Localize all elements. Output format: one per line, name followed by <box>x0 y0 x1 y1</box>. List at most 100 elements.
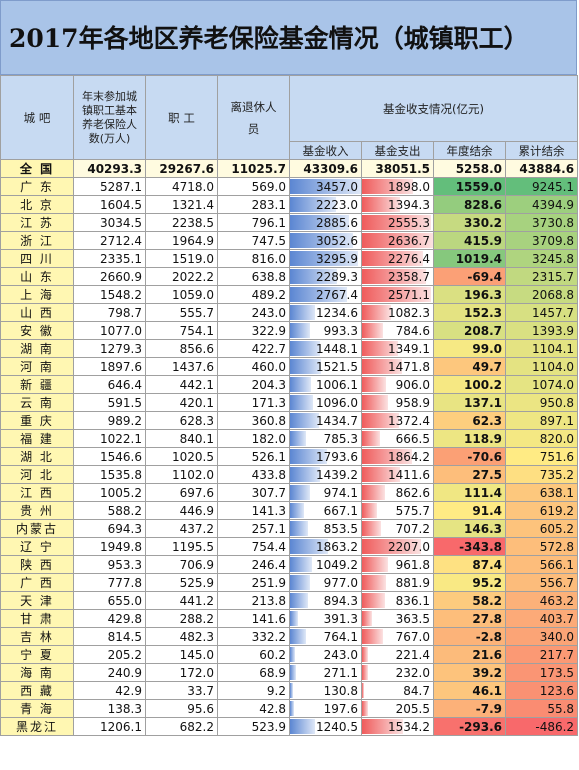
cell-cumulative: 3245.8 <box>504 249 579 268</box>
cell-workers: 29267.6 <box>145 159 218 178</box>
cell-retirees: 569.0 <box>217 177 290 196</box>
cell-value: 40293.3 <box>87 161 142 176</box>
cell-region: 广 东 <box>0 177 74 196</box>
cell-income: 3052.6 <box>289 231 362 250</box>
cell-region: 湖 南 <box>0 339 74 358</box>
cell-value: 1082.3 <box>388 305 430 320</box>
cell-value: 697.6 <box>179 485 214 500</box>
cell-insured: 138.3 <box>73 699 146 718</box>
income-data-bar <box>290 575 311 590</box>
cell-expense: 221.4 <box>361 645 434 664</box>
table-row: 山 西 798.7 555.7 243.0 1234.6 1082.3 152.3 1457.… <box>0 303 579 322</box>
cell-income: 785.3 <box>289 429 362 448</box>
cell-value: -70.6 <box>467 449 502 464</box>
cell-value: 894.3 <box>323 593 358 608</box>
cell-workers: 1059.0 <box>145 285 218 304</box>
cell-cumulative: 1457.7 <box>504 303 579 322</box>
cell-workers: 4718.0 <box>145 177 218 196</box>
cell-value: 251.9 <box>251 575 286 590</box>
table-row: 新 疆 646.4 442.1 204.3 1006.1 906.0 100.2 1074.0 <box>0 375 579 394</box>
cell-value: 87.4 <box>472 557 502 572</box>
expense-data-bar <box>362 611 372 626</box>
cell-income: 1793.6 <box>289 447 362 466</box>
cell-value: 1104.0 <box>532 359 575 374</box>
cell-value: 958.9 <box>395 395 430 410</box>
cell-expense: 84.7 <box>361 681 434 700</box>
cell-value: -7.9 <box>475 701 502 716</box>
cell-value: 100.2 <box>464 377 502 392</box>
cell-value: 796.1 <box>251 215 286 230</box>
cell-income: 3295.9 <box>289 249 362 268</box>
cell-insured: 588.2 <box>73 501 146 520</box>
cell-expense: 958.9 <box>361 393 434 412</box>
cell-workers: 446.9 <box>145 501 218 520</box>
cell-value: 1059.0 <box>172 287 214 302</box>
cell-value: 363.5 <box>395 611 430 626</box>
income-data-bar <box>290 611 299 626</box>
income-data-bar <box>290 251 358 266</box>
cell-retirees: 422.7 <box>217 339 290 358</box>
cell-value: 2276.4 <box>388 251 430 266</box>
cell-value: 482.3 <box>179 629 214 644</box>
income-data-bar <box>290 395 313 410</box>
table-row: 江 苏 3034.5 2238.5 796.1 2885.6 2555.3 330.2 373… <box>0 213 579 232</box>
cell-workers: 2238.5 <box>145 213 218 232</box>
cell-value: 49.7 <box>472 359 502 374</box>
income-data-bar <box>290 215 350 230</box>
cell-expense: 666.5 <box>361 429 434 448</box>
cell-retirees: 11025.7 <box>217 159 290 178</box>
income-data-bar <box>290 323 311 338</box>
cell-value: 340.0 <box>539 629 575 644</box>
income-data-bar <box>290 359 322 374</box>
cell-value: 1864.2 <box>388 449 430 464</box>
cell-retirees: 332.2 <box>217 627 290 646</box>
cell-expense: 906.0 <box>361 375 434 394</box>
income-data-bar <box>290 593 309 608</box>
cell-retirees: 60.2 <box>217 645 290 664</box>
expense-data-bar <box>362 179 414 194</box>
cell-cumulative: 735.2 <box>504 465 579 484</box>
cell-value: 1104.1 <box>532 341 575 356</box>
cell-expense: 1471.8 <box>361 357 434 376</box>
cell-value: 777.8 <box>107 575 142 590</box>
cell-value: 446.9 <box>179 503 214 518</box>
cell-balance: 1019.4 <box>433 249 506 268</box>
cell-retirees: 796.1 <box>217 213 290 232</box>
cell-value: 1195.5 <box>172 539 214 554</box>
cell-value: 4394.9 <box>532 197 575 212</box>
cell-workers: 1437.6 <box>145 357 218 376</box>
cell-insured: 1548.2 <box>73 285 146 304</box>
cell-workers: 1519.0 <box>145 249 218 268</box>
cell-value: 1020.5 <box>172 449 214 464</box>
cell-value: 463.2 <box>539 593 575 608</box>
cell-value: 145.0 <box>179 647 214 662</box>
cell-balance: -70.6 <box>433 447 506 466</box>
table-row: 江 西 1005.2 697.6 307.7 974.1 862.6 111.4 638.1 <box>0 483 579 502</box>
header-workers: 职 工 <box>145 75 218 160</box>
cell-value: 1434.7 <box>316 413 358 428</box>
cell-insured: 777.8 <box>73 573 146 592</box>
cell-value: 146.3 <box>464 521 502 536</box>
cell-value: 307.7 <box>251 485 286 500</box>
cell-insured: 42.9 <box>73 681 146 700</box>
cell-region: 甘 肃 <box>0 609 74 628</box>
cell-value: 646.4 <box>107 377 142 392</box>
cell-insured: 646.4 <box>73 375 146 394</box>
cell-value: 989.2 <box>107 413 142 428</box>
cell-expense: 1864.2 <box>361 447 434 466</box>
cell-insured: 240.9 <box>73 663 146 682</box>
income-data-bar <box>290 413 320 428</box>
income-data-bar <box>290 557 312 572</box>
cell-value: 46.1 <box>472 683 502 698</box>
cell-value: 1471.8 <box>388 359 430 374</box>
cell-cumulative: 43884.6 <box>504 159 579 178</box>
cell-region: 陕 西 <box>0 555 74 574</box>
cell-value: 1022.1 <box>100 431 142 446</box>
cell-value: 638.8 <box>251 269 286 284</box>
cell-value: 3730.8 <box>532 215 575 230</box>
cell-value: 2289.3 <box>316 269 358 284</box>
cell-value: 1457.7 <box>532 305 575 320</box>
cell-value: 767.0 <box>395 629 430 644</box>
cell-region: 江 苏 <box>0 213 74 232</box>
cell-workers: 1020.5 <box>145 447 218 466</box>
